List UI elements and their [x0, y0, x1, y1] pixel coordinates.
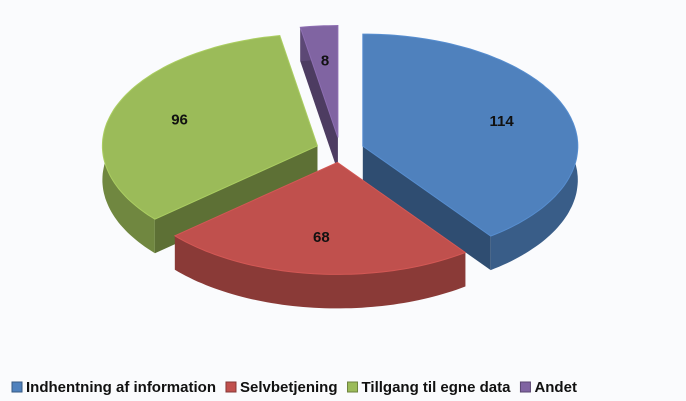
legend-swatch: [225, 381, 237, 393]
legend-label: Selvbetjening: [240, 379, 338, 396]
data-label: 96: [171, 111, 188, 128]
slice-top: [362, 33, 579, 237]
pie-slice: [173, 161, 467, 309]
slice-top: [173, 161, 467, 275]
pie-slice: [299, 24, 339, 172]
data-label: 114: [490, 113, 515, 130]
legend-swatch: [11, 381, 23, 393]
legend-label: Tillgang til egne data: [362, 379, 512, 396]
slice-rim: [174, 235, 466, 309]
slice-top: [299, 24, 339, 138]
slice-top: [101, 34, 319, 220]
legend-swatch: [519, 381, 531, 393]
data-label: 8: [321, 53, 329, 70]
legend-label: Andet: [534, 379, 577, 396]
legend-label: Indhentning af information: [26, 379, 216, 396]
slice-wall: [362, 146, 491, 271]
data-label: 68: [313, 229, 330, 246]
slice-wall: [300, 27, 338, 172]
pie-slice: [362, 33, 579, 271]
legend-swatch: [347, 381, 359, 393]
